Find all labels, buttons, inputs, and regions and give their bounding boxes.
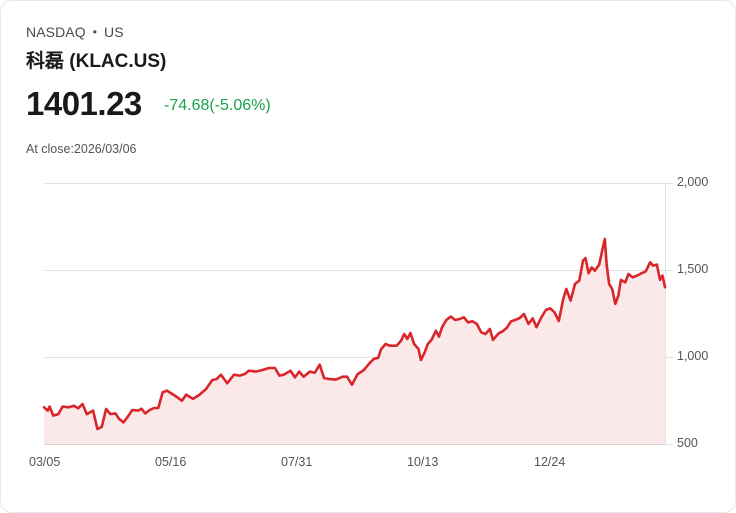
x-tick-label: 10/13: [407, 455, 439, 469]
x-tick-label: 03/05: [29, 455, 61, 469]
price-chart[interactable]: 2,000 1,500 1,000 500 03/05 05/16 07/31 …: [1, 171, 736, 481]
region-name: US: [104, 24, 124, 40]
stock-title: 科磊 (KLAC.US): [26, 51, 167, 72]
separator-dot: •: [92, 25, 98, 39]
chart-canvas[interactable]: [1, 171, 736, 481]
close-date: At close:2026/03/06: [26, 142, 137, 156]
price-area-fill: [44, 239, 665, 444]
y-tick-label: 1,500: [677, 262, 709, 276]
y-tick-label: 2,000: [677, 175, 709, 189]
exchange-name: NASDAQ: [26, 24, 86, 40]
y-tick-label: 500: [677, 436, 698, 450]
price-change: -74.68(-5.06%): [164, 97, 271, 114]
x-tick-label: 12/24: [534, 455, 566, 469]
y-tick-label: 1,000: [677, 349, 709, 363]
price-line: [42, 237, 667, 431]
exchange-line: NASDAQ • US: [26, 24, 124, 40]
x-tick-label: 05/16: [155, 455, 187, 469]
current-price: 1401.23: [26, 85, 142, 122]
x-tick-label: 07/31: [281, 455, 313, 469]
